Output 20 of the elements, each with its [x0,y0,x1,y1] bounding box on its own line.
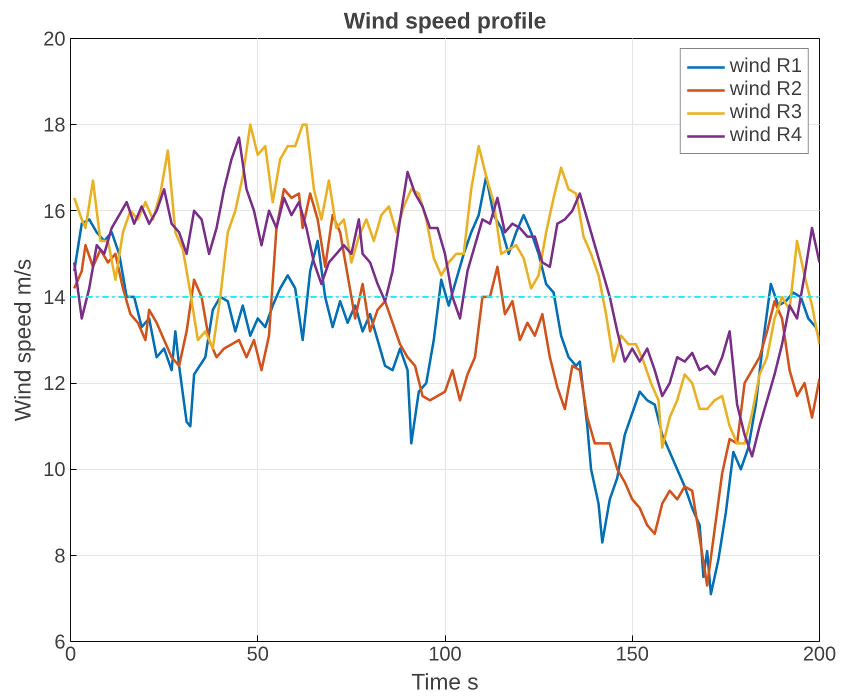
x-axis-title: Time s [411,668,479,694]
y-tick-label: 20 [43,28,66,50]
y-tick-label: 16 [43,200,66,223]
legend-label: wind R2 [730,78,802,101]
chart-title: Wind speed profile [344,8,546,34]
y-axis-title: Wind speed m/s [9,258,36,422]
y-tick-label: 6 [54,632,66,654]
x-tick-label: 0 [64,644,76,666]
x-tick-label: 100 [428,644,462,666]
y-tick-label: 12 [43,373,66,396]
x-tick-label: 50 [246,644,269,666]
x-tick-label: 150 [616,644,649,666]
legend-label: wind R4 [730,124,802,147]
y-tick-label: 18 [43,114,66,137]
y-tick-label: 14 [43,286,66,309]
y-tick-label: 10 [43,459,66,482]
y-tick-label: 8 [54,545,66,568]
legend-label: wind R3 [730,101,802,124]
x-tick-label: 200 [802,644,836,666]
legend-label: wind R1 [730,55,802,78]
